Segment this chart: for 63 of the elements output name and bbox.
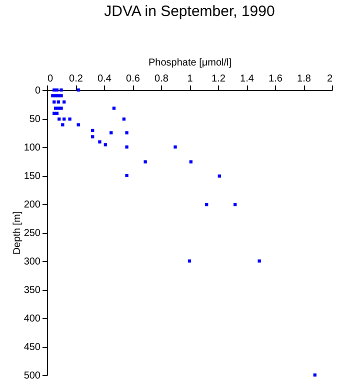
x-tick-label: 1.6 <box>268 74 283 84</box>
x-tick-label: 1.8 <box>297 74 312 84</box>
point <box>98 140 102 144</box>
point <box>62 100 66 104</box>
point <box>54 106 58 110</box>
point <box>61 123 64 126</box>
point <box>76 123 80 126</box>
x-axis-title: Phosphate [μmol/l] <box>148 58 232 68</box>
point <box>60 106 63 110</box>
y-tick-label: 450 <box>24 342 41 353</box>
chart-title: JDVA in September, 1990 <box>104 3 275 20</box>
point <box>58 117 61 121</box>
y-tick-label: 50 <box>29 114 41 125</box>
point <box>51 94 54 98</box>
point <box>91 135 94 138</box>
x-tick-label: 1.2 <box>212 74 226 84</box>
y-tick-label: 0 <box>34 86 41 96</box>
point <box>234 202 237 206</box>
y-tick-label: 350 <box>24 285 41 296</box>
point <box>52 112 56 115</box>
point <box>60 88 63 92</box>
point <box>218 174 222 178</box>
point <box>62 117 66 121</box>
y-tick-label: 150 <box>24 171 41 182</box>
x-tick-label: 2 <box>326 74 333 84</box>
y-tick-label: 250 <box>24 228 41 239</box>
point <box>52 88 56 92</box>
point <box>313 373 316 377</box>
point <box>60 94 63 98</box>
point <box>188 259 192 263</box>
point <box>104 143 108 146</box>
x-tick-label: 1 <box>187 74 194 84</box>
point <box>144 160 147 164</box>
point <box>91 128 94 132</box>
point <box>205 202 208 206</box>
point <box>125 174 128 178</box>
point <box>76 88 80 92</box>
x-tick-label: 0.6 <box>126 74 140 84</box>
point <box>174 145 177 149</box>
x-tick-label: 0.8 <box>154 74 169 84</box>
point <box>189 160 193 164</box>
point <box>54 94 58 98</box>
y-tick-label: 200 <box>24 200 41 210</box>
point <box>110 131 113 134</box>
x-tick-label: 0.2 <box>69 74 84 84</box>
point <box>55 112 59 115</box>
point <box>122 117 126 121</box>
point <box>258 259 261 263</box>
x-tick-label: 1.4 <box>240 74 254 84</box>
point <box>52 100 56 104</box>
x-tick-label: 0.4 <box>98 74 112 84</box>
y-tick-label: 500 <box>24 370 41 382</box>
x-tick-label: 0 <box>48 74 54 84</box>
point <box>125 145 128 149</box>
point <box>68 117 72 121</box>
point <box>55 88 59 92</box>
point <box>56 100 60 104</box>
point <box>112 106 116 110</box>
y-tick-label: 300 <box>24 256 41 268</box>
point <box>125 131 128 134</box>
y-axis-title: Depth [m] <box>12 211 23 255</box>
y-tick-label: 400 <box>24 314 41 324</box>
y-tick-label: 100 <box>24 142 41 154</box>
